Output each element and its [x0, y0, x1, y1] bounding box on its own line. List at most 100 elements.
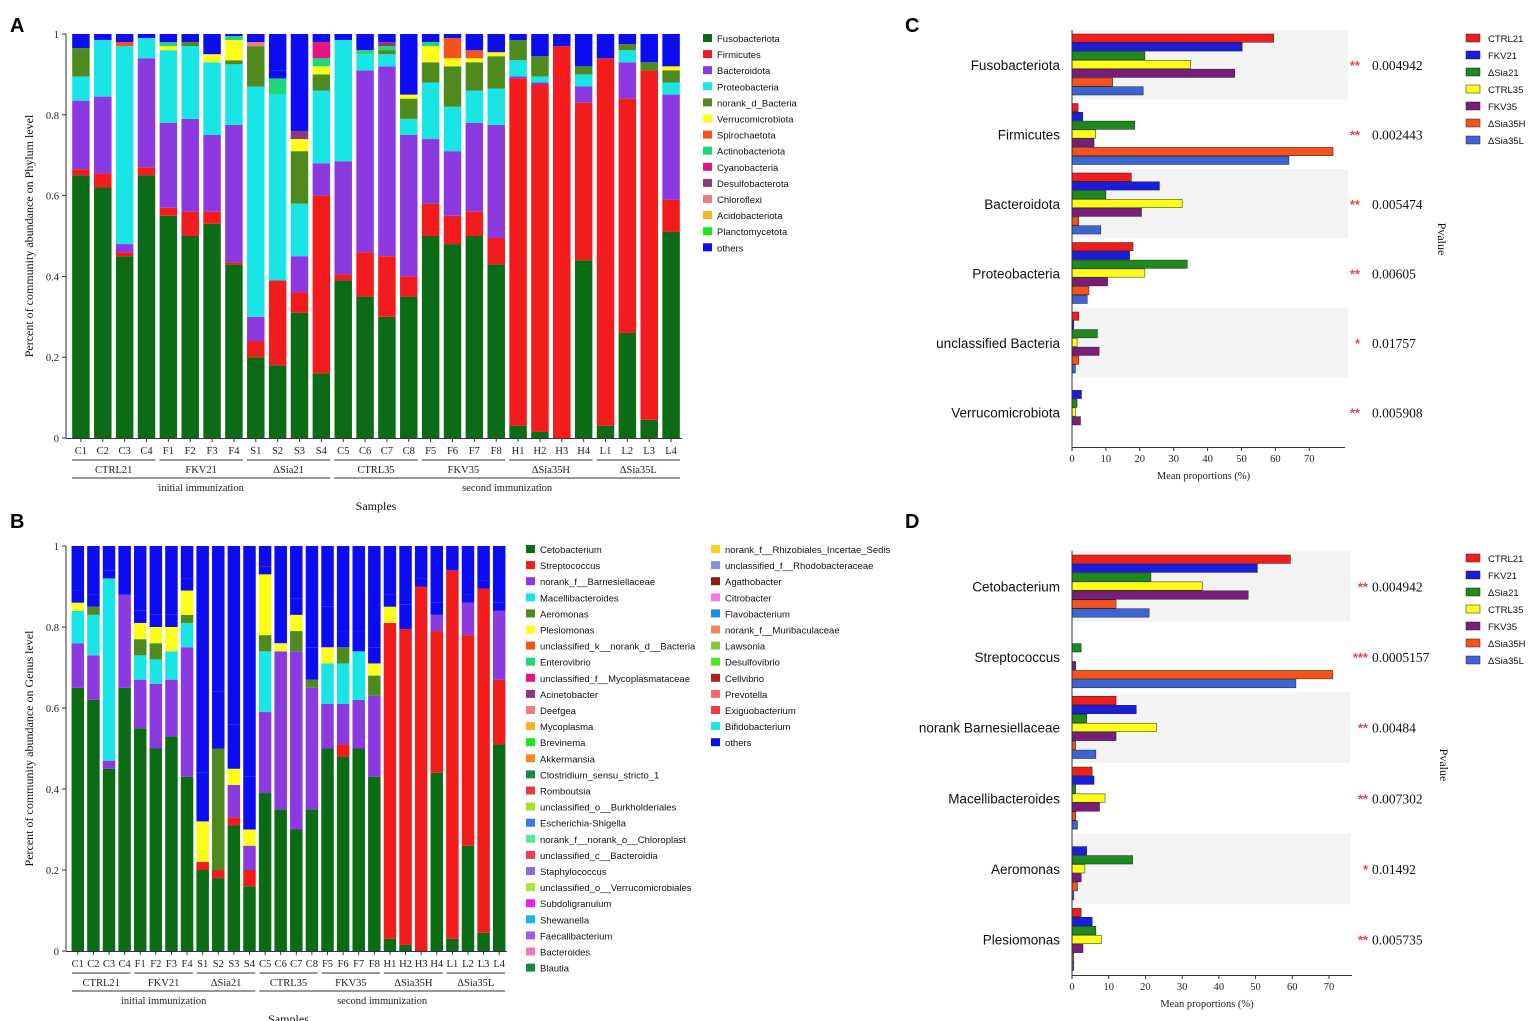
bar-segment — [312, 58, 331, 67]
category-label: unclassified Bacteria — [936, 336, 1060, 351]
hbar — [1071, 882, 1078, 892]
hbar — [1071, 338, 1078, 347]
hbar — [1071, 190, 1107, 200]
bar-segment — [115, 46, 134, 245]
bar-segment — [400, 94, 418, 99]
legend-label: FKV35 — [1488, 102, 1517, 113]
legend-swatch — [526, 947, 535, 956]
bar-segment — [368, 675, 381, 696]
bar-segment — [159, 215, 178, 438]
bar-segment — [356, 70, 374, 253]
bar-segment — [203, 211, 221, 224]
bar-segment — [334, 161, 352, 275]
legend-swatch — [526, 818, 535, 827]
bar-segment — [368, 663, 381, 676]
bar-segment — [321, 606, 334, 648]
x-tick-label: F4 — [228, 446, 240, 457]
bar-segment — [414, 578, 428, 587]
bar-segment — [165, 679, 178, 737]
hbar — [1071, 581, 1203, 591]
bar-segment — [487, 124, 505, 239]
legend-label: Subdoligranulum — [540, 899, 611, 910]
legend-label: Firmicutes — [717, 50, 761, 61]
bar-segment — [400, 34, 418, 95]
bar-segment — [662, 34, 680, 67]
legend-label: ΔSia35H — [1488, 639, 1526, 650]
legend-swatch — [703, 114, 712, 123]
hbar — [1071, 68, 1235, 78]
hbar — [1071, 820, 1078, 830]
bar-segment — [247, 42, 265, 47]
bar-segment — [94, 187, 112, 438]
bar-segment — [492, 546, 506, 603]
x-tick-label: 50 — [1250, 982, 1261, 993]
bar-segment — [290, 130, 309, 140]
category-label: Proteobacteria — [972, 266, 1060, 281]
hbar — [1071, 908, 1082, 918]
legend-swatch — [526, 802, 535, 811]
significance-stars: *** — [1353, 650, 1369, 665]
hbar — [1071, 51, 1146, 61]
hbar — [1071, 925, 1097, 935]
x-tick-label: F5 — [322, 959, 333, 970]
phase-label: initial immunization — [121, 996, 207, 1007]
x-tick-label: L3 — [643, 446, 655, 457]
hbar — [1071, 398, 1078, 408]
legend-swatch — [703, 227, 712, 236]
bar-segment — [662, 231, 680, 438]
legend-swatch — [1465, 67, 1481, 77]
bar-segment — [312, 195, 331, 374]
bar-segment — [227, 784, 241, 818]
legend-label: norank_d_Bacteria — [717, 98, 797, 109]
bar-segment — [115, 244, 134, 253]
significance-stars: ** — [1350, 405, 1361, 420]
bar-segment — [509, 40, 527, 61]
significance-stars: ** — [1350, 127, 1361, 142]
bar-segment — [305, 809, 319, 951]
bar-segment — [290, 631, 303, 652]
bar-segment — [336, 647, 350, 664]
legend-label: Spirochaetota — [717, 131, 776, 142]
y-tick-label: 0 — [54, 947, 59, 958]
legend-swatch — [703, 98, 712, 107]
bar-segment — [181, 34, 199, 43]
bar-segment — [312, 42, 331, 59]
bar-segment — [180, 622, 194, 648]
legend-label: unclassified_o__Verrucomicrobiales — [540, 883, 692, 894]
bar-segment — [352, 631, 365, 652]
bar-segment — [118, 546, 131, 587]
legend-swatch — [703, 178, 712, 187]
x-tick-label: 40 — [1202, 454, 1213, 465]
hbar — [1071, 259, 1188, 269]
category-band — [1072, 833, 1350, 905]
legend-label: Bacteroidota — [717, 66, 771, 77]
p-value: 0.007302 — [1372, 791, 1423, 806]
hbar — [1071, 268, 1146, 278]
bar-segment — [102, 546, 116, 571]
legend-swatch — [526, 673, 535, 682]
x-tick-label: S4 — [316, 446, 328, 457]
bar-segment — [465, 34, 484, 51]
x-tick-label: C2 — [87, 959, 99, 970]
legend-label: Faecalibacterium — [540, 931, 612, 942]
legend-swatch — [526, 577, 535, 586]
y-tick-label: 0.8 — [46, 623, 59, 634]
phase-label: second immunization — [462, 483, 553, 494]
legend-swatch — [711, 545, 720, 553]
bar-segment — [203, 54, 221, 63]
bar-segment — [165, 546, 178, 615]
hbar — [1071, 207, 1142, 217]
legend-swatch — [526, 770, 535, 779]
hbar — [1071, 793, 1106, 803]
x-tick-label: C8 — [403, 446, 415, 457]
bar-segment — [118, 687, 131, 951]
x-axis-title: Samples — [268, 1012, 309, 1021]
legend-swatch — [703, 50, 712, 59]
legend-label: ΔSia21 — [1488, 588, 1519, 599]
x-axis-title: Mean proportions (%) — [1160, 999, 1254, 1010]
hbar — [1071, 147, 1334, 156]
hbar — [1071, 917, 1093, 926]
x-tick-label: 20 — [1140, 982, 1151, 993]
bar-segment — [378, 316, 396, 438]
